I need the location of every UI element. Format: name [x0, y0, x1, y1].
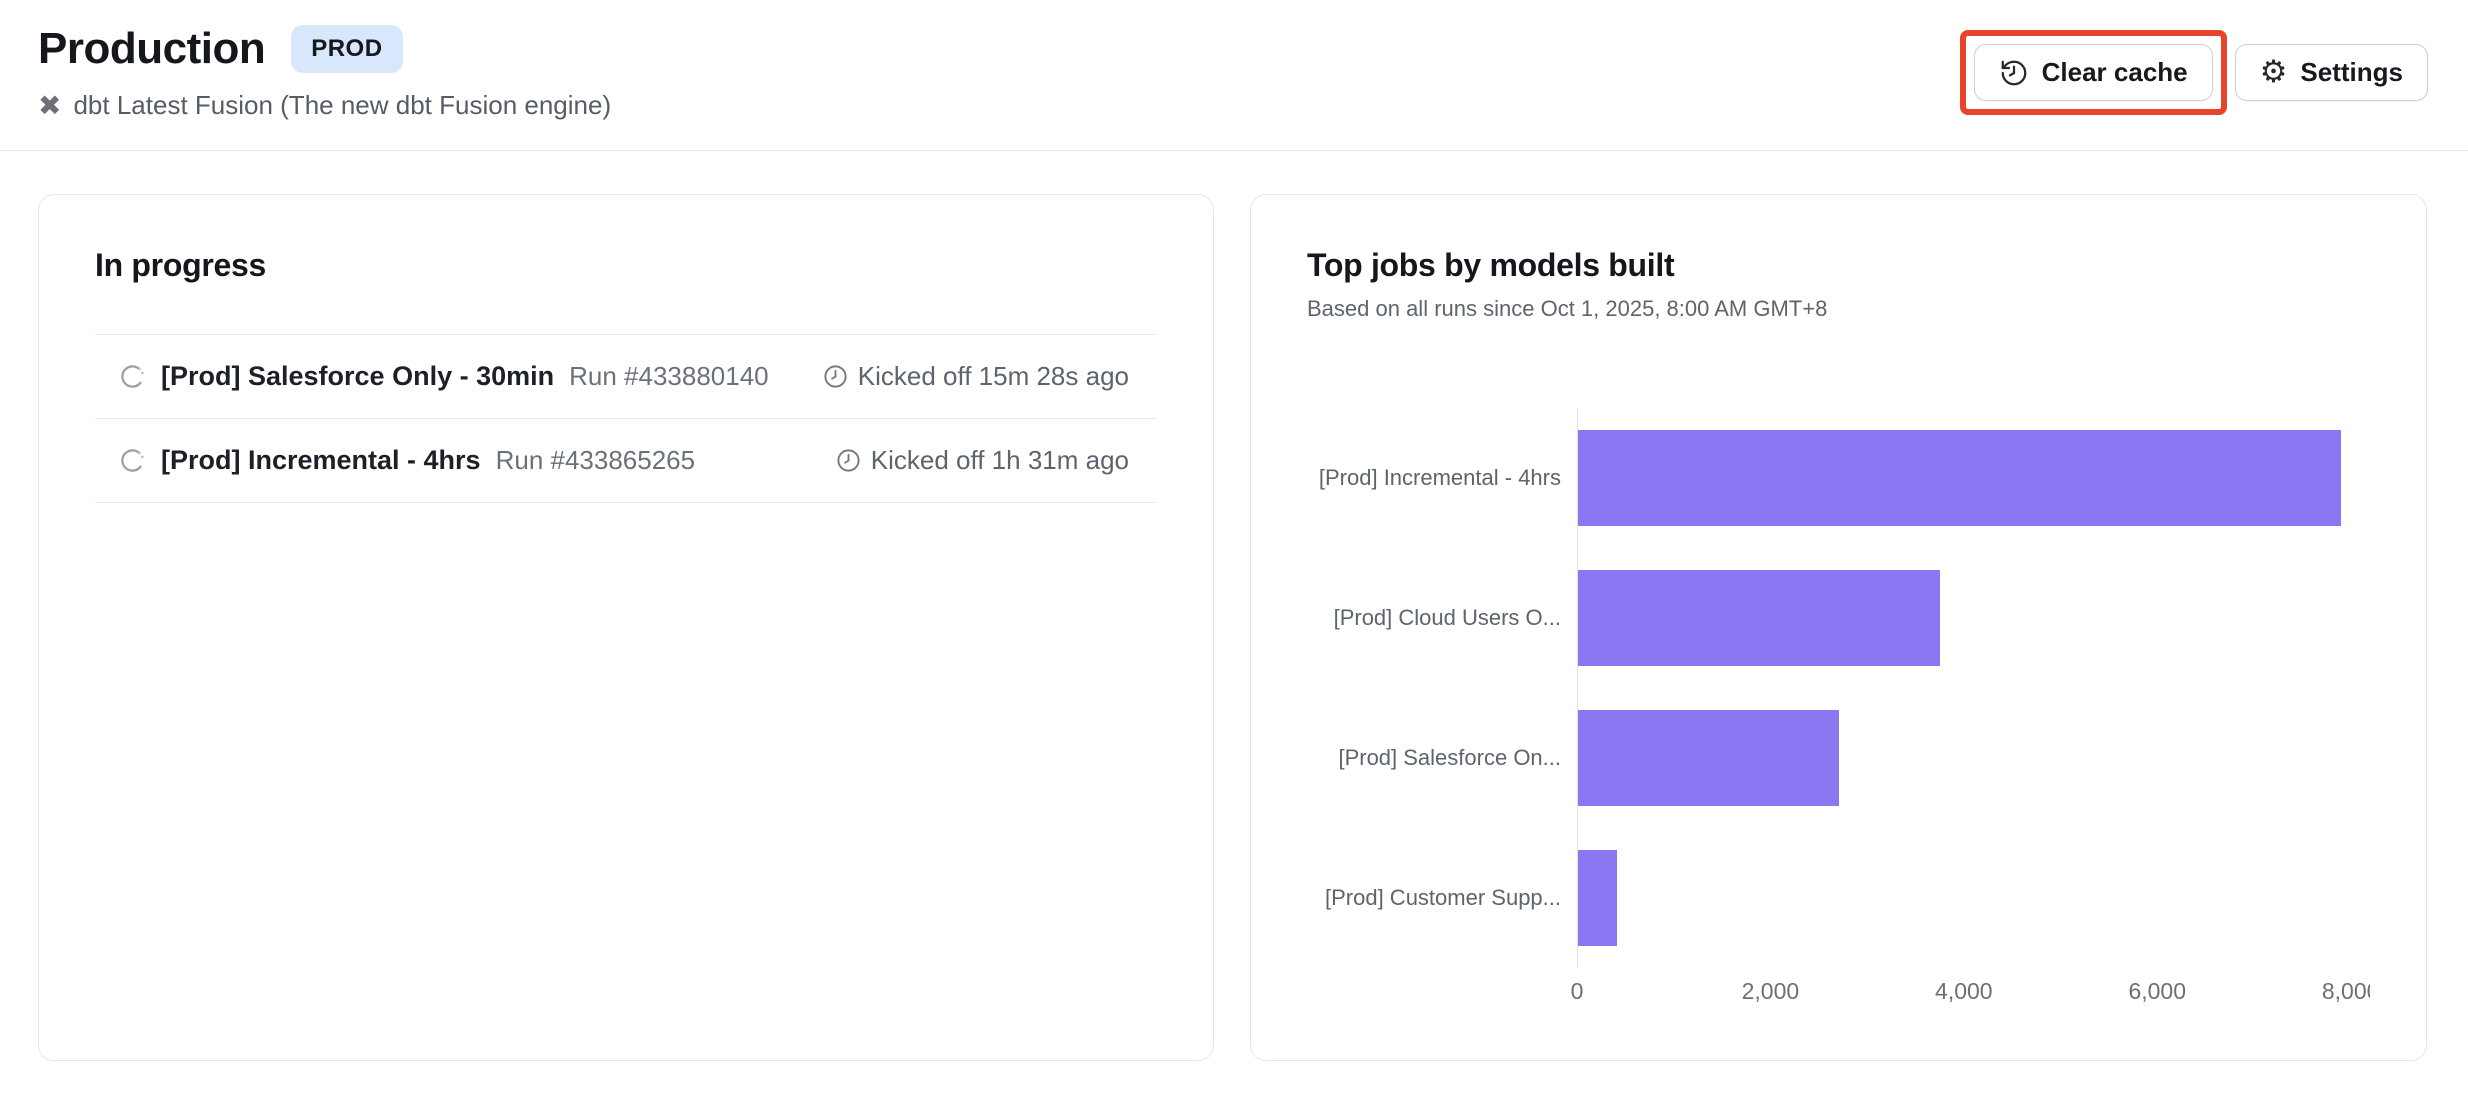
- job-name-link[interactable]: [Prod] Salesforce Only - 30min: [161, 361, 555, 391]
- x-tick-label: 0: [1570, 978, 1584, 1004]
- in-progress-title: In progress: [95, 247, 266, 283]
- clear-cache-button[interactable]: Clear cache: [1973, 44, 2213, 102]
- chart-plot-area: [1577, 408, 2370, 968]
- bar-salesforce-only[interactable]: [1578, 710, 1839, 806]
- top-jobs-card: Top jobs by models built Based on all ru…: [1250, 194, 2427, 1061]
- kicked-off-time: Kicked off 15m 28s ago: [857, 361, 1129, 391]
- header-left: Production PROD ✖ dbt Latest Fusion (The…: [38, 24, 611, 121]
- job-name-link[interactable]: [Prod] Incremental - 4hrs: [161, 445, 481, 475]
- dbt-fusion-icon: ✖: [38, 88, 62, 122]
- spinner-icon: [121, 449, 144, 472]
- clock-icon: [824, 365, 847, 388]
- history-icon: [2001, 60, 2026, 85]
- category-label: [Prod] Salesforce On...: [1338, 745, 1561, 770]
- x-tick-label: 4,000: [1935, 978, 1993, 1004]
- top-jobs-subtitle: Based on all runs since Oct 1, 2025, 8:0…: [1307, 296, 1828, 321]
- spinner-icon: [121, 365, 144, 388]
- top-jobs-title: Top jobs by models built: [1307, 247, 1675, 283]
- chart-category-labels: [Prod] Incremental - 4hrs [Prod] Cloud U…: [1307, 408, 1577, 968]
- page-title: Production: [38, 24, 266, 73]
- x-tick-label: 6,000: [2128, 978, 2187, 1004]
- dashboard-main: In progress [Prod] Salesforce Only - 30m…: [0, 151, 2468, 1061]
- top-jobs-bar-chart: [Prod] Incremental - 4hrs [Prod] Cloud U…: [1307, 408, 2370, 1010]
- kicked-off-time: Kicked off 1h 31m ago: [870, 445, 1129, 475]
- run-number-link[interactable]: Run #433865265: [495, 445, 696, 475]
- bar-cloud-users[interactable]: [1578, 570, 1941, 666]
- clear-cache-label: Clear cache: [2041, 57, 2188, 87]
- run-number-link[interactable]: Run #433880140: [569, 361, 769, 391]
- run-row[interactable]: [Prod] Incremental - 4hrs Run #433865265…: [95, 419, 1157, 503]
- prod-badge: PROD: [291, 25, 403, 73]
- category-label: [Prod] Customer Supp...: [1325, 885, 1561, 910]
- gear-icon: ⚙: [2259, 54, 2288, 91]
- settings-button[interactable]: ⚙ Settings: [2234, 44, 2428, 102]
- bar-incremental-4hrs[interactable]: [1578, 430, 2342, 526]
- page-header: Production PROD ✖ dbt Latest Fusion (The…: [0, 0, 2468, 151]
- chart-x-axis: 0 2,000 4,000 6,000 8,000: [1557, 968, 2370, 1010]
- x-tick-label: 2,000: [1741, 978, 1800, 1004]
- bar-customer-support[interactable]: [1578, 850, 1617, 946]
- run-row[interactable]: [Prod] Salesforce Only - 30min Run #4338…: [95, 335, 1157, 419]
- clock-icon: [837, 449, 860, 472]
- header-actions: Clear cache ⚙ Settings: [1959, 30, 2428, 116]
- engine-label: dbt Latest Fusion (The new dbt Fusion en…: [73, 90, 612, 120]
- category-label: [Prod] Cloud Users O...: [1333, 605, 1561, 630]
- x-tick-label: 8,000: [2321, 978, 2370, 1004]
- settings-label: Settings: [2300, 57, 2403, 87]
- category-label: [Prod] Incremental - 4hrs: [1318, 465, 1561, 490]
- in-progress-card: In progress [Prod] Salesforce Only - 30m…: [38, 194, 1214, 1061]
- in-progress-run-list: [Prod] Salesforce Only - 30min Run #4338…: [95, 334, 1157, 503]
